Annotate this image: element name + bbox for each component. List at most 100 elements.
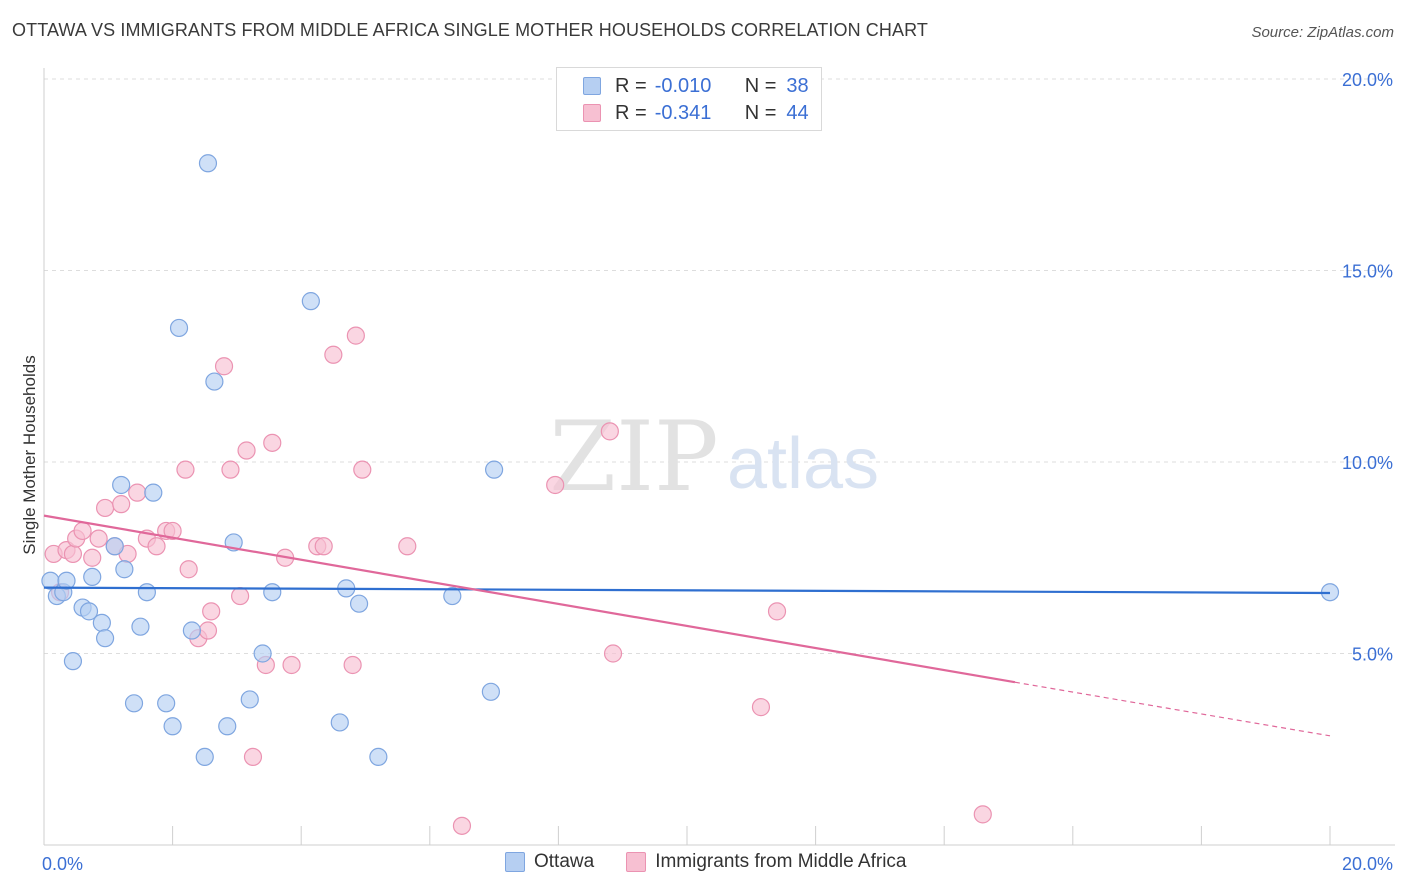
- legend-swatch-ottawa: [505, 852, 525, 872]
- ottawa-point: [218, 717, 237, 736]
- legend-row-immigrants: R = -0.341 N = 44: [583, 100, 809, 126]
- immigrants-point: [128, 483, 147, 502]
- immigrants-point: [198, 621, 218, 640]
- y-tick-label: 5.0%: [1352, 645, 1393, 665]
- legend-r-value: -0.341: [654, 101, 712, 124]
- ottawa-point: [253, 644, 272, 663]
- ottawa-point: [137, 583, 156, 602]
- legend-swatch-immigrants: [583, 104, 601, 122]
- ottawa-point: [115, 560, 134, 579]
- immigrants-point: [973, 805, 992, 824]
- ottawa-point: [330, 713, 349, 732]
- immigrants-point: [282, 655, 301, 675]
- immigrants-point: [163, 521, 182, 541]
- trend-lines: [43, 514, 1331, 737]
- immigrants-point: [221, 460, 240, 479]
- legend-r-value: -0.010: [654, 74, 712, 97]
- ottawa-point: [95, 629, 115, 648]
- ottawa-point: [92, 613, 111, 632]
- watermark: ZIP atlas: [549, 401, 879, 513]
- legend-r-label: R =: [615, 74, 647, 97]
- legend-label-ottawa: Ottawa: [534, 851, 595, 872]
- y-tick-labels: 5.0% 10.0% 15.0% 20.0%: [1342, 70, 1393, 665]
- immigrants-point: [237, 441, 256, 460]
- trend-line-immigrants-projection: [1014, 681, 1331, 737]
- immigrants-point: [112, 495, 131, 514]
- ottawa-point: [169, 318, 189, 338]
- x-tick-label: 20.0%: [1342, 854, 1393, 874]
- data-points: [41, 154, 1340, 835]
- ottawa-point: [182, 621, 201, 640]
- immigrants-point: [89, 529, 108, 548]
- ottawa-point: [157, 694, 176, 713]
- trend-line-ottawa: [43, 586, 1331, 595]
- ottawa-point: [83, 567, 102, 587]
- immigrants-point: [95, 498, 115, 518]
- ottawa-point: [240, 690, 259, 709]
- ottawa-point: [105, 537, 124, 556]
- ottawa-point: [485, 460, 504, 479]
- source-credit: Source: ZipAtlas.com: [1251, 24, 1394, 41]
- x-tick-label: 0.0%: [42, 854, 83, 874]
- legend-r-label: R =: [615, 101, 647, 124]
- series-legend: Ottawa Immigrants from Middle Africa: [505, 851, 939, 873]
- legend-swatch-ottawa: [583, 77, 601, 95]
- ottawa-point: [163, 717, 182, 736]
- ottawa-point: [124, 694, 144, 713]
- legend-item-ottawa[interactable]: Ottawa: [505, 851, 594, 873]
- ottawa-point: [369, 747, 388, 767]
- immigrants-point: [314, 537, 333, 556]
- legend-swatch-immigrants: [626, 852, 647, 872]
- ottawa-point: [195, 747, 214, 767]
- immigrants-point: [73, 521, 92, 541]
- immigrants-point: [343, 655, 362, 675]
- ottawa-point: [112, 475, 131, 495]
- watermark-atlas: atlas: [727, 424, 879, 504]
- chart-title: OTTAWA VS IMMIGRANTS FROM MIDDLE AFRICA …: [12, 20, 928, 40]
- immigrants-point: [263, 433, 282, 452]
- legend-item-immigrants[interactable]: Immigrants from Middle Africa: [626, 851, 907, 873]
- ottawa-point: [301, 292, 320, 311]
- immigrants-point: [202, 602, 221, 621]
- immigrants-point: [353, 460, 372, 479]
- ottawa-point: [198, 154, 218, 173]
- y-axis-label: Single Mother Households: [20, 355, 39, 554]
- grid-lines: [44, 78, 1395, 654]
- immigrants-point: [751, 698, 771, 717]
- immigrants-point: [398, 537, 417, 556]
- legend-n-value: 38: [786, 74, 809, 97]
- legend-label-immigrants: Immigrants from Middle Africa: [655, 851, 907, 872]
- immigrants-point: [179, 560, 198, 579]
- immigrants-point: [603, 644, 623, 663]
- immigrants-point: [231, 586, 250, 606]
- immigrants-point: [452, 816, 472, 835]
- immigrants-point: [63, 544, 83, 564]
- legend-n-label: N =: [744, 101, 777, 124]
- immigrants-point: [346, 326, 365, 345]
- ottawa-point: [79, 602, 99, 621]
- watermark-zip: ZIP: [549, 401, 718, 513]
- ottawa-point: [57, 571, 76, 590]
- immigrants-point: [147, 537, 166, 556]
- trend-line-immigrants: [43, 514, 1016, 684]
- immigrants-point: [600, 422, 619, 441]
- immigrants-point: [546, 475, 565, 495]
- ottawa-point: [131, 617, 150, 636]
- ottawa-point: [349, 594, 369, 613]
- legend-n-label: N =: [744, 74, 777, 97]
- ottawa-point: [144, 483, 163, 502]
- ottawa-point: [63, 652, 83, 671]
- y-tick-label: 10.0%: [1342, 453, 1393, 473]
- immigrants-point: [176, 460, 195, 479]
- immigrants-point: [243, 747, 263, 767]
- y-tick-label: 15.0%: [1342, 262, 1393, 282]
- immigrants-point: [767, 602, 787, 621]
- axes: [43, 68, 1395, 846]
- ottawa-point: [263, 583, 282, 602]
- legend-row-ottawa: R = -0.010 N = 38: [583, 73, 809, 99]
- immigrants-point: [83, 548, 102, 567]
- x-tick-labels: 0.0% 20.0%: [42, 854, 1393, 874]
- immigrants-point: [324, 345, 343, 364]
